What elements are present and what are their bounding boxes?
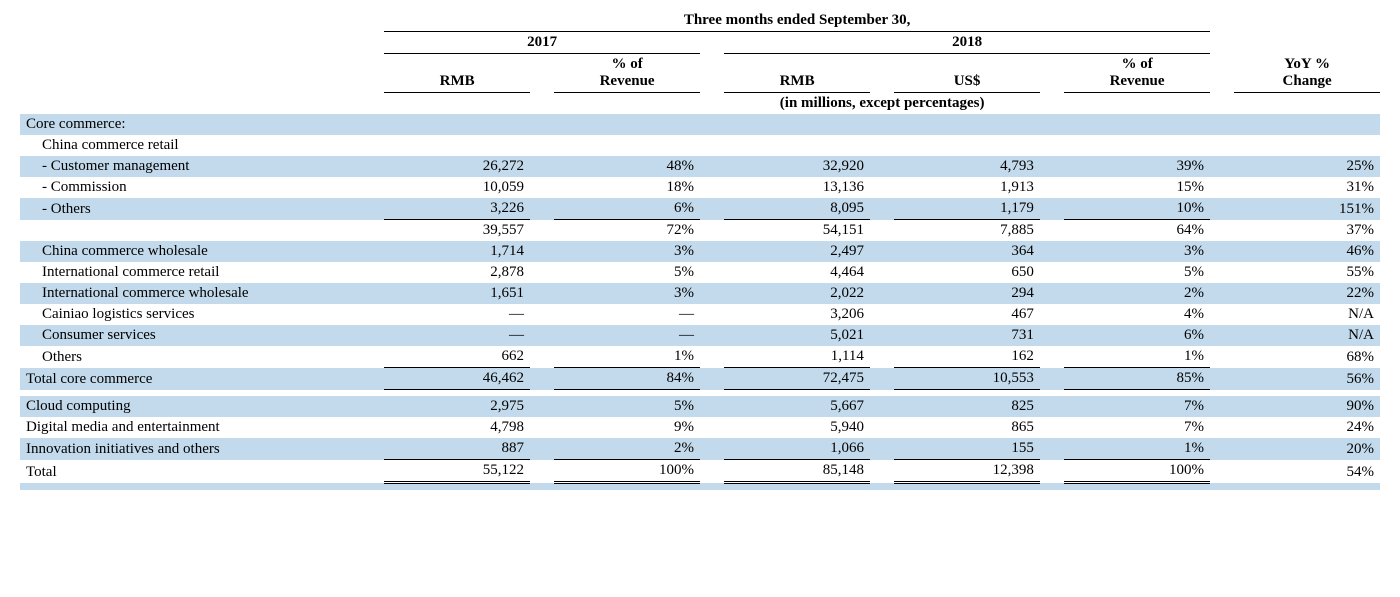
row-china-retail: China commerce retail bbox=[20, 135, 1380, 156]
row-cust-mgmt: - Customer management 26,272 48% 32,920 … bbox=[20, 156, 1380, 177]
row-total-core: Total core commerce 46,462 84% 72,475 10… bbox=[20, 368, 1380, 390]
digital-label: Digital media and entertainment bbox=[20, 417, 384, 438]
row-commission: - Commission 10,059 18% 13,136 1,913 15%… bbox=[20, 177, 1380, 198]
row-intl-retail: International commerce retail 2,878 5% 4… bbox=[20, 262, 1380, 283]
year-2017: 2017 bbox=[384, 32, 700, 54]
col-rmb-2017: RMB bbox=[384, 54, 530, 93]
row-cloud: Cloud computing 2,975 5% 5,667 825 7% 90… bbox=[20, 396, 1380, 417]
row-others-retail: - Others 3,226 6% 8,095 1,179 10% 151% bbox=[20, 198, 1380, 220]
col-yoy: YoY %Change bbox=[1234, 54, 1380, 93]
units-label: (in millions, except percentages) bbox=[384, 93, 1380, 115]
innovation-label: Innovation initiatives and others bbox=[20, 438, 384, 460]
total-core-label: Total core commerce bbox=[20, 368, 384, 390]
cloud-label: Cloud computing bbox=[20, 396, 384, 417]
row-digital: Digital media and entertainment 4,798 9%… bbox=[20, 417, 1380, 438]
row-others-core: Others 662 1% 1,114 162 1% 68% bbox=[20, 346, 1380, 368]
row-china-wholesale: China commerce wholesale 1,714 3% 2,497 … bbox=[20, 241, 1380, 262]
row-intl-wholesale: International commerce wholesale 1,651 3… bbox=[20, 283, 1380, 304]
header-row-period: Three months ended September 30, bbox=[20, 10, 1380, 32]
period-header: Three months ended September 30, bbox=[384, 10, 1210, 32]
row-consumer: Consumer services — — 5,021 731 6% N/A bbox=[20, 325, 1380, 346]
header-row-cols: RMB % ofRevenue RMB US$ % ofRevenue YoY … bbox=[20, 54, 1380, 93]
row-total: Total 55,122 100% 85,148 12,398 100% 54% bbox=[20, 460, 1380, 483]
col-rmb-2018: RMB bbox=[724, 54, 870, 93]
commission-label: - Commission bbox=[20, 177, 384, 198]
row-core-commerce: Core commerce: bbox=[20, 114, 1380, 135]
cainiao-label: Cainiao logistics services bbox=[20, 304, 384, 325]
units-row: (in millions, except percentages) bbox=[20, 93, 1380, 115]
row-innovation: Innovation initiatives and others 887 2%… bbox=[20, 438, 1380, 460]
intl-retail-label: International commerce retail bbox=[20, 262, 384, 283]
intl-wholesale-label: International commerce wholesale bbox=[20, 283, 384, 304]
others-retail-label: - Others bbox=[20, 198, 384, 220]
col-pct-2018: % ofRevenue bbox=[1064, 54, 1210, 93]
total-label: Total bbox=[20, 460, 384, 483]
col-usd-2018: US$ bbox=[894, 54, 1040, 93]
core-commerce-label: Core commerce: bbox=[20, 114, 384, 135]
others-core-label: Others bbox=[20, 346, 384, 368]
revenue-table: Three months ended September 30, 2017 20… bbox=[20, 10, 1380, 490]
consumer-label: Consumer services bbox=[20, 325, 384, 346]
year-2018: 2018 bbox=[724, 32, 1210, 54]
row-subtotal-retail: 39,557 72% 54,151 7,885 64% 37% bbox=[20, 220, 1380, 242]
cust-mgmt-label: - Customer management bbox=[20, 156, 384, 177]
china-retail-label: China commerce retail bbox=[20, 135, 384, 156]
col-pct-2017: % ofRevenue bbox=[554, 54, 700, 93]
row-cainiao: Cainiao logistics services — — 3,206 467… bbox=[20, 304, 1380, 325]
china-wholesale-label: China commerce wholesale bbox=[20, 241, 384, 262]
header-row-years: 2017 2018 bbox=[20, 32, 1380, 54]
